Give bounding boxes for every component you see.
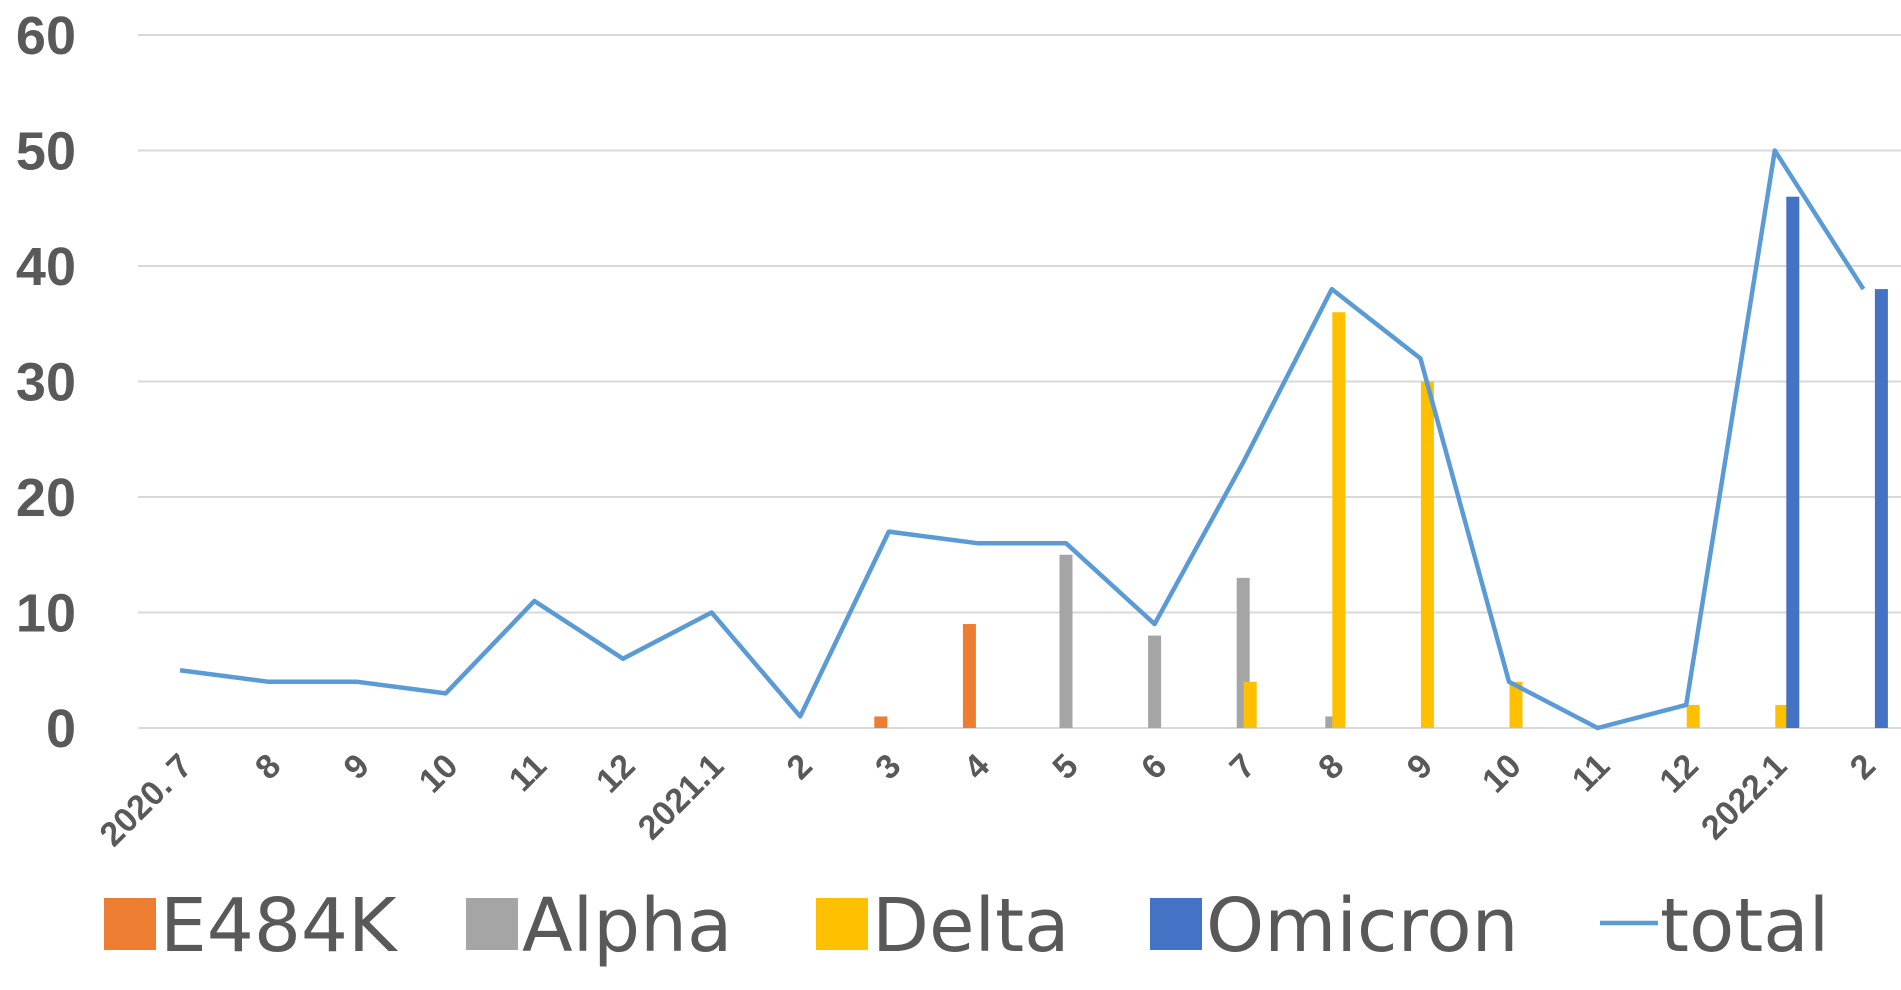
gridlines bbox=[138, 34, 1901, 729]
bar-alpha bbox=[1059, 554, 1073, 728]
x-tick-label: 4 bbox=[957, 747, 997, 787]
legend-label: E484K bbox=[160, 883, 399, 969]
y-axis-ticks: 0 10 20 30 40 50 60 bbox=[16, 6, 76, 759]
bar-e484k bbox=[962, 624, 976, 728]
y-tick-label: 20 bbox=[16, 468, 76, 528]
x-tick-label: 2021.1 bbox=[631, 747, 731, 847]
y-tick-label: 40 bbox=[16, 237, 76, 297]
x-tick-label: 2 bbox=[1843, 747, 1883, 787]
legend-item-omicron: Omicron bbox=[1150, 883, 1519, 969]
x-tick-label: 8 bbox=[248, 747, 288, 787]
y-tick-label: 50 bbox=[16, 122, 76, 182]
legend-label: Omicron bbox=[1206, 883, 1519, 969]
x-tick-label: 10 bbox=[1475, 747, 1529, 801]
x-tick-label: 3 bbox=[868, 747, 908, 787]
legend-swatch bbox=[816, 898, 868, 950]
y-tick-label: 60 bbox=[16, 6, 76, 66]
total-line-layer bbox=[179, 148, 1866, 731]
x-tick-label: 11 bbox=[1565, 747, 1617, 799]
bar-e484k bbox=[874, 716, 888, 728]
legend-label: Alpha bbox=[522, 883, 732, 969]
bar-delta bbox=[1420, 381, 1434, 728]
bar-delta bbox=[1243, 681, 1257, 728]
x-tick-label: 11 bbox=[502, 747, 554, 799]
legend-item-delta: Delta bbox=[816, 883, 1069, 969]
bar-delta bbox=[1775, 704, 1789, 728]
x-tick-label: 6 bbox=[1134, 747, 1174, 787]
x-tick-label: 12 bbox=[589, 747, 643, 801]
y-tick-label: 30 bbox=[16, 353, 76, 413]
legend-label: total bbox=[1660, 883, 1829, 969]
bar-delta bbox=[1509, 681, 1523, 728]
legend-swatch bbox=[1150, 898, 1202, 950]
bar-omicron bbox=[1786, 196, 1800, 728]
x-tick-label: 10 bbox=[412, 747, 466, 801]
bar-delta bbox=[1332, 312, 1346, 728]
legend-item-total: total bbox=[1600, 883, 1829, 969]
y-tick-label: 0 bbox=[46, 699, 76, 759]
bar-omicron bbox=[1874, 289, 1888, 728]
x-tick-label: 8 bbox=[1311, 747, 1351, 787]
x-tick-label: 5 bbox=[1045, 747, 1085, 787]
x-tick-label: 9 bbox=[1400, 747, 1440, 787]
bars bbox=[874, 196, 1888, 728]
legend-swatch bbox=[466, 898, 518, 950]
bar-delta bbox=[1686, 704, 1700, 728]
x-tick-label: 2020. 7 bbox=[93, 747, 200, 854]
x-tick-label: 2 bbox=[780, 747, 820, 787]
x-tick-label: 2022.1 bbox=[1694, 747, 1794, 847]
bar-alpha bbox=[1148, 635, 1162, 728]
bar-alpha bbox=[1325, 716, 1339, 728]
series-line-total bbox=[179, 148, 1866, 731]
x-tick-label: 7 bbox=[1223, 747, 1263, 787]
legend: E484K Alpha Delta Omicron total bbox=[104, 883, 1829, 969]
y-tick-label: 10 bbox=[16, 584, 76, 644]
legend-label: Delta bbox=[872, 883, 1069, 969]
legend-item-e484k: E484K bbox=[104, 883, 399, 969]
x-tick-label: 9 bbox=[337, 747, 377, 787]
legend-swatch bbox=[104, 898, 156, 950]
x-tick-label: 12 bbox=[1652, 747, 1706, 801]
legend-item-alpha: Alpha bbox=[466, 883, 732, 969]
